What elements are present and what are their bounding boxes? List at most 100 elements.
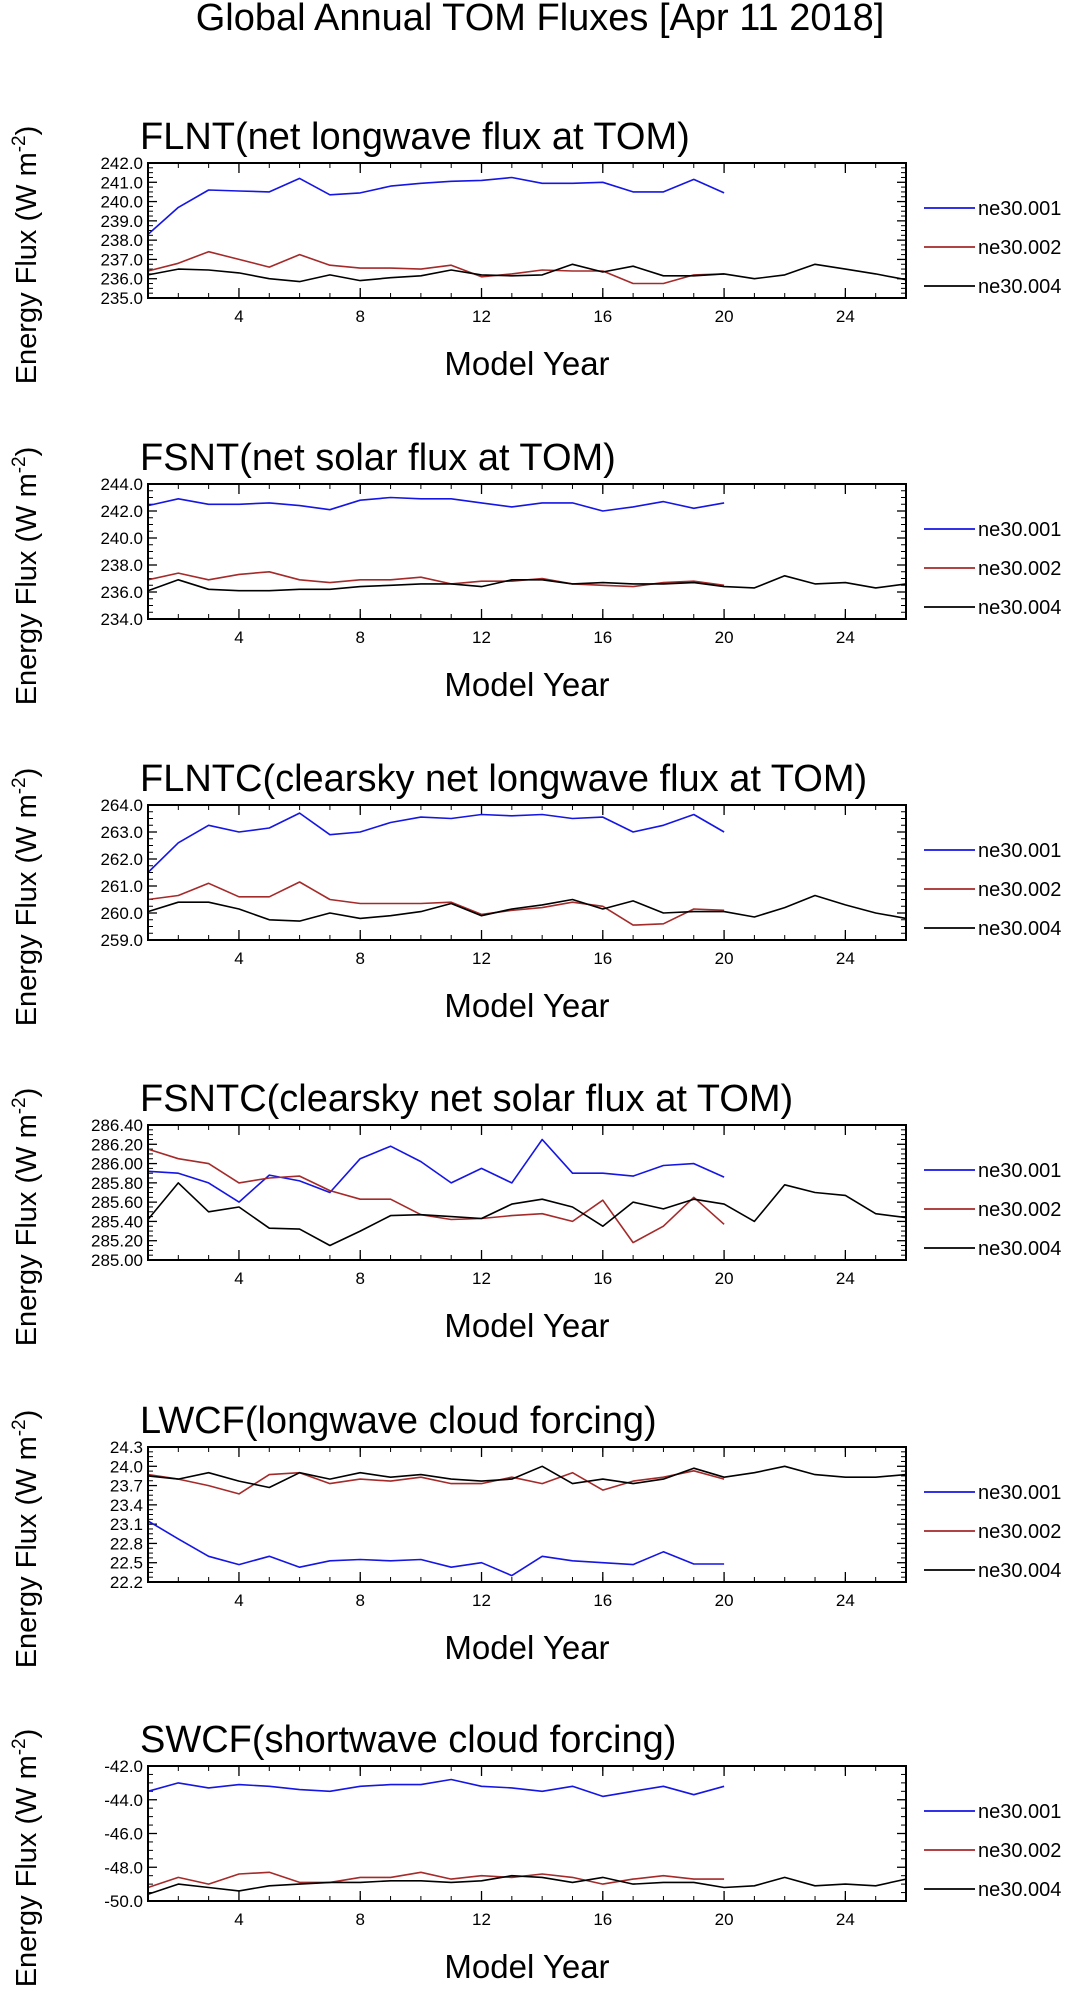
x-tick-label: 12 <box>472 1910 491 1929</box>
legend-label: ne30.004 <box>978 1560 1061 1582</box>
x-tick-label: 4 <box>234 307 243 326</box>
y-tick-label: 285.00 <box>91 1251 143 1270</box>
y-tick-label: 22.5 <box>110 1554 143 1573</box>
x-tick-label: 20 <box>715 949 734 968</box>
legend-label: ne30.004 <box>978 1238 1061 1260</box>
x-tick-label: 8 <box>356 307 365 326</box>
y-axis-label: Energy Flux (W m-2) <box>9 1729 43 1988</box>
y-axis-label: Energy Flux (W m-2) <box>9 1410 43 1669</box>
x-tick-label: 20 <box>715 1591 734 1610</box>
x-tick-label: 8 <box>356 1591 365 1610</box>
series-line-ne30.002 <box>147 570 725 588</box>
x-tick-label: 24 <box>836 307 855 326</box>
y-axis-label: Energy Flux (W m-2) <box>9 768 43 1027</box>
x-tick-label: 20 <box>715 1910 734 1929</box>
x-tick-label: 4 <box>234 628 243 647</box>
x-tick-label: 4 <box>234 1591 243 1610</box>
series-line-ne30.002 <box>147 881 725 926</box>
series-line-ne30.004 <box>147 1465 907 1489</box>
plot-frame <box>147 1446 907 1583</box>
y-tick-label: 236.0 <box>100 583 143 602</box>
y-tick-label: 236.0 <box>100 270 143 289</box>
x-tick-label: 12 <box>472 307 491 326</box>
y-tick-label: -48.0 <box>104 1858 143 1877</box>
series-line-ne30.004 <box>147 1182 907 1247</box>
y-tick-label: 238.0 <box>100 556 143 575</box>
y-tick-label: -44.0 <box>104 1791 143 1810</box>
panel-title: FSNTC(clearsky net solar flux at TOM) <box>140 1078 793 1120</box>
series-line-ne30.001 <box>147 176 725 235</box>
y-tick-label: 23.4 <box>110 1496 143 1515</box>
y-axis-label: Energy Flux (W m-2) <box>9 447 43 706</box>
y-tick-label: 244.0 <box>100 475 143 494</box>
x-axis-label: Model Year <box>444 987 609 1024</box>
x-axis-label: Model Year <box>444 666 609 703</box>
panel-title: LWCF(longwave cloud forcing) <box>140 1400 657 1442</box>
y-tick-label: 235.0 <box>100 289 143 308</box>
panel-5: LWCF(longwave cloud forcing) 22.222.522.8… <box>9 1400 1061 1668</box>
y-tick-label: 241.0 <box>100 173 143 192</box>
y-tick-label: 286.20 <box>91 1135 143 1154</box>
panel-title: SWCF(shortwave cloud forcing) <box>140 1719 676 1761</box>
series-line-ne30.002 <box>147 1871 725 1889</box>
panel-title: FLNT(net longwave flux at TOM) <box>140 116 690 158</box>
y-tick-label: 285.60 <box>91 1193 143 1212</box>
y-tick-label: 237.0 <box>100 250 143 269</box>
panel-3: FLNTC(clearsky net longwave flux at TOM)… <box>9 758 1061 1026</box>
panel-6: SWCF(shortwave cloud forcing) -50.0 -48.0 -… <box>9 1719 1061 1987</box>
legend-label: ne30.002 <box>978 1521 1061 1543</box>
x-tick-label: 16 <box>593 628 612 647</box>
series-line-ne30.002 <box>147 250 725 285</box>
y-tick-label: 286.00 <box>91 1155 143 1174</box>
x-tick-label: 24 <box>836 1269 855 1288</box>
series-line-ne30.004 <box>147 574 907 592</box>
y-tick-label: 238.0 <box>100 231 143 250</box>
y-tick-label: 242.0 <box>100 154 143 173</box>
x-tick-label: 16 <box>593 1591 612 1610</box>
x-tick-label: 16 <box>593 1910 612 1929</box>
legend-label: ne30.002 <box>978 879 1061 901</box>
legend-label: ne30.002 <box>978 558 1061 580</box>
legend-label: ne30.002 <box>978 1840 1061 1862</box>
y-axis-label: Energy Flux (W m-2) <box>9 1088 43 1347</box>
legend-label: ne30.002 <box>978 237 1061 259</box>
y-tick-label: 260.0 <box>100 904 143 923</box>
series-line-ne30.001 <box>147 496 725 512</box>
y-tick-label: 242.0 <box>100 502 143 521</box>
panel-title: FLNTC(clearsky net longwave flux at TOM) <box>140 758 867 800</box>
figure-title: Global Annual TOM Fluxes [Apr 11 2018] <box>196 0 885 39</box>
y-tick-label: 262.0 <box>100 850 143 869</box>
x-tick-label: 8 <box>356 628 365 647</box>
x-tick-label: 12 <box>472 628 491 647</box>
y-tick-label: -42.0 <box>104 1757 143 1776</box>
legend-label: ne30.004 <box>978 918 1061 940</box>
panel-4: FSNTC(clearsky net solar flux at TOM) 285… <box>9 1078 1061 1346</box>
plot-frame <box>147 1124 907 1261</box>
x-axis-label: Model Year <box>444 345 609 382</box>
series-line-ne30.004 <box>147 263 907 283</box>
x-tick-label: 4 <box>234 1269 243 1288</box>
y-tick-label: 285.40 <box>91 1212 143 1231</box>
y-tick-label: 22.8 <box>110 1534 143 1553</box>
x-tick-label: 12 <box>472 1591 491 1610</box>
y-tick-label: 22.2 <box>110 1573 143 1592</box>
legend-label: ne30.004 <box>978 597 1061 619</box>
x-tick-label: 8 <box>356 949 365 968</box>
x-tick-label: 12 <box>472 949 491 968</box>
legend-label: ne30.001 <box>978 840 1061 862</box>
x-tick-label: 24 <box>836 949 855 968</box>
y-tick-label: 263.0 <box>100 823 143 842</box>
x-tick-label: 20 <box>715 307 734 326</box>
x-tick-label: 4 <box>234 1910 243 1929</box>
x-axis-label: Model Year <box>444 1629 609 1666</box>
y-tick-label: 239.0 <box>100 212 143 231</box>
series-line-ne30.004 <box>147 894 907 922</box>
plot-frame <box>147 483 907 620</box>
x-tick-label: 20 <box>715 628 734 647</box>
x-tick-label: 24 <box>836 1591 855 1610</box>
legend-label: ne30.001 <box>978 1160 1061 1182</box>
legend-label: ne30.001 <box>978 1801 1061 1823</box>
panel-title: FSNT(net solar flux at TOM) <box>140 437 616 479</box>
legend-label: ne30.002 <box>978 1199 1061 1221</box>
